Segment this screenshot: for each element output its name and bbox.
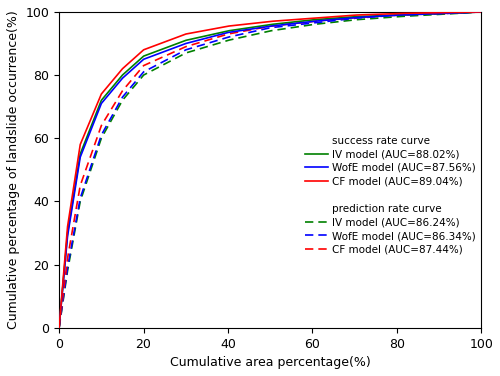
Y-axis label: Cumulative percentage of landslide occurrence(%): Cumulative percentage of landslide occur… — [7, 11, 20, 329]
Legend: success rate curve, IV model (AUC=88.02%), WofE model (AUC=87.56%), CF model (AU: success rate curve, IV model (AUC=88.02%… — [305, 135, 476, 255]
X-axis label: Cumulative area percentage(%): Cumulative area percentage(%) — [170, 356, 370, 369]
